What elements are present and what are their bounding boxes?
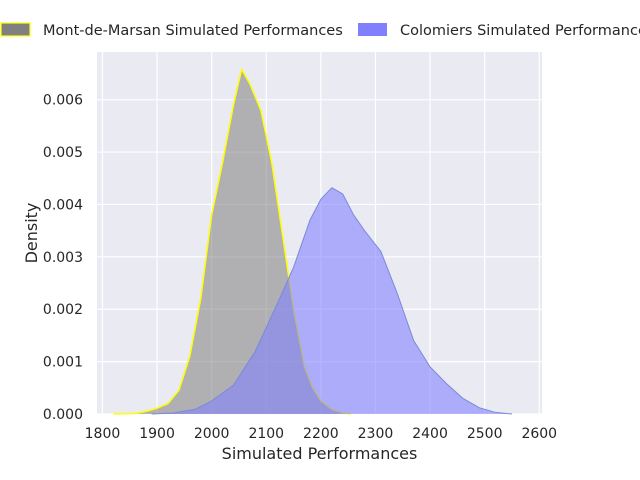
y-tick-labels: 0.000 0.001 0.002 0.003 0.004 0.005 0.006 [43,93,83,423]
y-tick-label-6: 0.006 [43,93,83,109]
x-tick-label-6: 2400 [412,426,448,442]
x-tick-label-1: 1900 [139,426,175,442]
x-tick-label-8: 2600 [521,426,557,442]
x-tick-label-3: 2100 [248,426,284,442]
y-tick-label-1: 0.001 [43,355,83,371]
series-line-colomiers [151,187,513,415]
y-tick-label-5: 0.005 [43,145,83,161]
y-tick-label-2: 0.002 [43,302,83,318]
legend-swatch-colomiers [358,23,387,36]
x-tick-label-7: 2500 [467,426,503,442]
legend-label-mont-de-marsan: Mont-de-Marsan Simulated Performances [43,23,343,39]
y-tick-label-4: 0.004 [43,197,83,213]
y-tick-label-0: 0.000 [43,407,83,423]
legend-swatch-mont-de-marsan [0,22,31,37]
series-areas [113,68,513,415]
x-axis-label: Simulated Performances [222,444,418,463]
x-tick-label-5: 2300 [358,426,394,442]
x-tick-labels: 1800 1900 2000 2100 2200 2300 2400 2500 2600 [85,426,557,442]
x-tick-label-0: 1800 [85,426,121,442]
x-tick-label-4: 2200 [303,426,339,442]
x-tick-label-2: 2000 [194,426,230,442]
y-tick-label-3: 0.003 [43,250,83,266]
legend-label-colomiers: Colomiers Simulated Performances [400,23,640,39]
series-area-colomiers [151,187,512,414]
y-axis-label: Density [22,203,41,264]
legend: Mont-de-Marsan Simulated Performances Co… [0,22,640,39]
